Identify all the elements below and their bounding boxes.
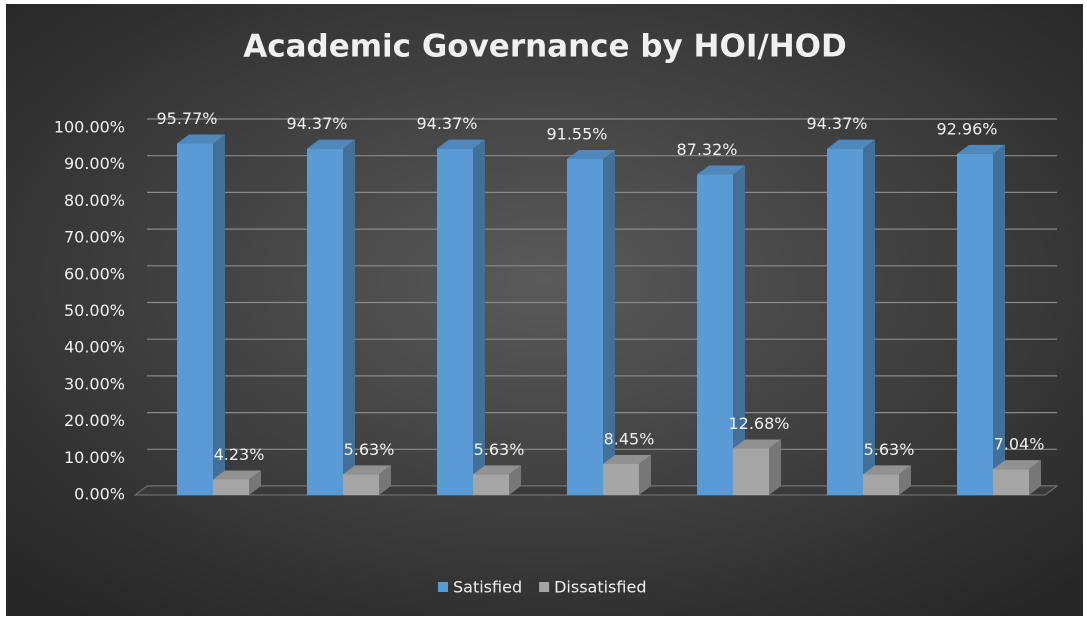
data-label: 94.37%	[806, 114, 867, 133]
bar-side	[213, 134, 225, 495]
bar-side	[343, 139, 355, 495]
y-tick-label: 20.00%	[64, 411, 125, 430]
legend-swatch	[438, 582, 448, 592]
bar-top	[827, 139, 875, 149]
chart-background	[6, 4, 1083, 616]
bar-top	[177, 134, 225, 144]
bar	[213, 479, 249, 495]
bar-side	[639, 454, 651, 495]
bar-top	[473, 465, 521, 475]
bar-side	[769, 439, 781, 495]
data-label: 12.68%	[728, 414, 789, 433]
chart-title: Academic Governance by HOI/HOD	[243, 29, 847, 65]
bar-side	[509, 465, 521, 495]
data-label: 5.63%	[474, 440, 525, 459]
bar	[993, 469, 1029, 495]
bar-side	[379, 465, 391, 495]
bar-side	[473, 139, 485, 495]
y-tick-label: 10.00%	[64, 448, 125, 467]
data-label: 91.55%	[546, 125, 607, 144]
bar	[863, 474, 899, 495]
data-label: 4.23%	[214, 445, 265, 464]
bar-top	[863, 465, 911, 475]
bar-top	[437, 139, 485, 149]
data-label: 94.37%	[286, 114, 347, 133]
y-tick-label: 100.00%	[54, 118, 125, 137]
bar-top	[603, 454, 651, 464]
data-label: 8.45%	[604, 429, 655, 448]
bar-top	[697, 165, 745, 175]
y-tick-label: 40.00%	[64, 338, 125, 357]
bar	[343, 474, 379, 495]
data-label: 92.96%	[936, 119, 997, 138]
data-label: 5.63%	[864, 440, 915, 459]
y-tick-label: 70.00%	[64, 228, 125, 247]
y-tick-label: 80.00%	[64, 191, 125, 210]
bar-side	[249, 470, 261, 495]
bar-side	[899, 465, 911, 495]
bar	[957, 153, 993, 496]
y-tick-label: 50.00%	[64, 301, 125, 320]
legend-label: Satisfied	[453, 578, 522, 597]
bar	[697, 174, 733, 496]
bar	[567, 159, 603, 495]
legend-swatch	[539, 582, 550, 592]
bar	[473, 474, 509, 495]
y-tick-label: 30.00%	[64, 374, 125, 393]
bar-top	[307, 139, 355, 149]
data-label: 87.32%	[676, 140, 737, 159]
data-label: 7.04%	[994, 435, 1045, 454]
bar	[827, 148, 863, 495]
bar-top	[733, 439, 781, 449]
legend-label: Dissatisfied	[554, 578, 646, 597]
bar	[733, 448, 769, 495]
y-tick-label: 90.00%	[64, 154, 125, 173]
y-tick-label: 60.00%	[64, 264, 125, 283]
bar-side	[863, 139, 875, 495]
bar-top	[957, 144, 1005, 154]
bar-top	[343, 465, 391, 475]
bar-side	[603, 150, 615, 495]
bar	[603, 463, 639, 495]
y-tick-label: 0.00%	[74, 485, 125, 504]
bar-side	[733, 165, 745, 496]
bar-side	[1029, 460, 1041, 495]
bar	[177, 143, 213, 495]
data-label: 94.37%	[416, 114, 477, 133]
bar-top	[567, 150, 615, 160]
bar-top	[213, 470, 261, 480]
bar	[307, 148, 343, 495]
bar	[437, 148, 473, 495]
data-label: 95.77%	[156, 109, 217, 128]
bar-top	[993, 460, 1041, 470]
bar-side	[993, 144, 1005, 496]
data-label: 5.63%	[344, 440, 395, 459]
